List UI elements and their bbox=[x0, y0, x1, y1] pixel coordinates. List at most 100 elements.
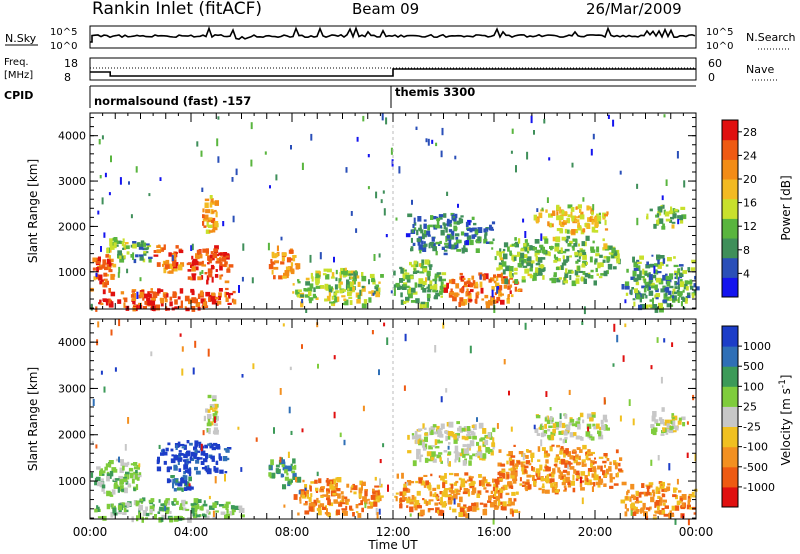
data-cell bbox=[540, 267, 546, 272]
data-cell bbox=[627, 489, 630, 494]
data-cell bbox=[430, 473, 433, 477]
data-cell bbox=[435, 224, 441, 229]
data-cell bbox=[469, 486, 475, 489]
data-cell bbox=[359, 480, 363, 486]
data-cell bbox=[630, 483, 635, 490]
data-cell bbox=[479, 274, 482, 280]
data-cell bbox=[173, 488, 177, 492]
data-cell bbox=[225, 457, 230, 461]
data-cell bbox=[411, 495, 415, 500]
data-cell bbox=[101, 197, 104, 205]
data-cell bbox=[355, 228, 358, 233]
data-cell bbox=[446, 282, 449, 289]
data-cell bbox=[672, 208, 676, 214]
data-cell bbox=[431, 451, 436, 457]
data-cell bbox=[207, 511, 211, 515]
data-cell bbox=[139, 256, 144, 261]
data-cell bbox=[667, 257, 672, 262]
data-cell bbox=[206, 509, 210, 514]
data-cell bbox=[118, 266, 121, 274]
data-cell bbox=[105, 301, 109, 306]
data-cell bbox=[340, 491, 344, 495]
data-cell bbox=[410, 237, 413, 243]
data-cell bbox=[339, 281, 343, 285]
data-cell bbox=[624, 299, 627, 304]
data-cell bbox=[393, 287, 396, 296]
data-cell bbox=[164, 261, 169, 265]
data-cell bbox=[274, 253, 279, 258]
data-cell bbox=[342, 496, 348, 499]
data-cell bbox=[649, 506, 652, 510]
data-cell bbox=[440, 295, 443, 298]
data-cell bbox=[443, 490, 448, 495]
data-cell bbox=[315, 285, 321, 289]
data-cell bbox=[672, 420, 676, 426]
data-cell bbox=[197, 276, 202, 281]
data-cell bbox=[575, 275, 580, 278]
data-cell bbox=[668, 513, 672, 519]
data-cell bbox=[214, 411, 218, 416]
data-cell bbox=[173, 465, 178, 471]
data-cell bbox=[356, 299, 361, 304]
data-cell bbox=[682, 289, 685, 293]
data-cell bbox=[600, 262, 604, 268]
data-cell bbox=[526, 256, 532, 262]
data-cell bbox=[603, 483, 607, 487]
power-ylabel: Slant Range [km] bbox=[26, 159, 40, 263]
data-cell bbox=[334, 284, 338, 290]
data-cell bbox=[395, 217, 398, 221]
data-cell bbox=[526, 479, 530, 484]
data-cell bbox=[508, 497, 512, 503]
data-cell bbox=[231, 177, 234, 182]
data-cell bbox=[218, 292, 222, 298]
data-cell bbox=[350, 289, 353, 294]
data-cell bbox=[183, 464, 189, 470]
data-cell bbox=[119, 467, 124, 473]
y-tick-label: 4000 bbox=[58, 336, 86, 349]
data-cell bbox=[454, 454, 459, 461]
data-cell bbox=[476, 493, 481, 498]
data-cell bbox=[304, 510, 310, 515]
data-cell bbox=[492, 427, 496, 433]
data-cell bbox=[371, 278, 376, 283]
data-cell bbox=[445, 227, 448, 233]
data-cell bbox=[550, 248, 553, 251]
data-cell bbox=[624, 281, 630, 287]
data-cell bbox=[195, 302, 201, 308]
data-cell bbox=[443, 252, 448, 256]
data-cell bbox=[459, 297, 464, 303]
data-cell bbox=[140, 498, 144, 502]
data-cell bbox=[482, 428, 487, 434]
data-cell bbox=[569, 275, 572, 280]
data-cell bbox=[518, 264, 523, 268]
data-cell bbox=[417, 240, 421, 246]
data-cell bbox=[598, 456, 604, 459]
data-cell bbox=[125, 245, 130, 250]
data-cell bbox=[615, 449, 619, 454]
data-cell bbox=[192, 260, 196, 266]
data-cell bbox=[467, 506, 473, 512]
data-cell bbox=[574, 457, 580, 460]
data-cell bbox=[655, 277, 661, 283]
data-cell bbox=[641, 285, 646, 289]
data-cell bbox=[626, 491, 629, 496]
data-cell bbox=[683, 180, 686, 188]
data-cell bbox=[326, 508, 328, 516]
data-cell bbox=[459, 496, 463, 503]
data-cell bbox=[192, 513, 195, 517]
data-cell bbox=[447, 445, 450, 450]
data-cell bbox=[502, 250, 505, 254]
data-cell bbox=[123, 297, 128, 303]
data-cell bbox=[326, 295, 331, 302]
data-cell bbox=[435, 241, 440, 245]
data-cell bbox=[687, 518, 690, 526]
data-cell bbox=[209, 202, 213, 208]
data-cell bbox=[398, 166, 401, 174]
data-cell bbox=[367, 498, 370, 501]
data-cell bbox=[592, 468, 597, 473]
data-cell bbox=[467, 228, 471, 231]
data-cell bbox=[664, 505, 669, 509]
data-cell bbox=[590, 269, 594, 273]
data-cell bbox=[527, 246, 531, 251]
data-cell bbox=[652, 275, 657, 279]
